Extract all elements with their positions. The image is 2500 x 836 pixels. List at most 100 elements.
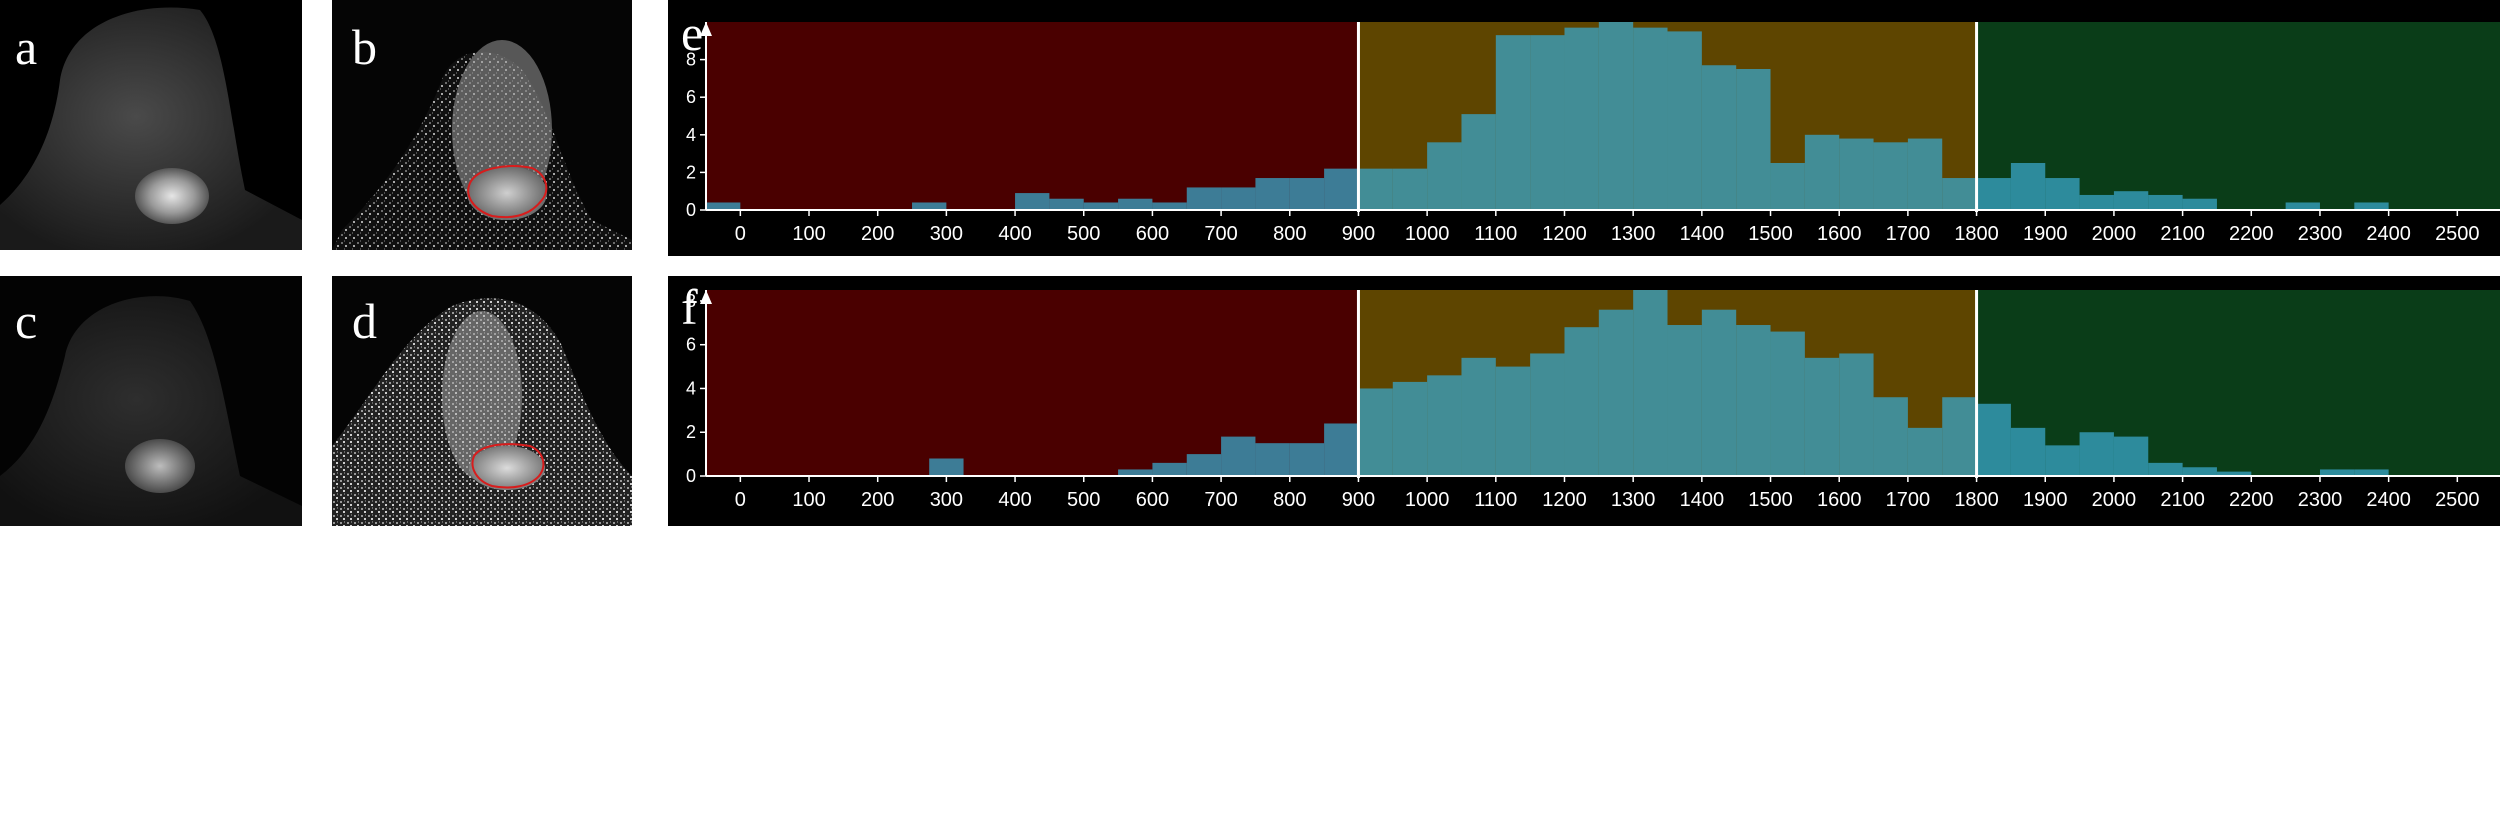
x-tick-label: 200 bbox=[861, 489, 894, 511]
histogram-bar bbox=[1770, 163, 1805, 210]
histogram-bar bbox=[1530, 353, 1565, 476]
histogram-bar bbox=[2148, 462, 2183, 476]
panel-label-e: e bbox=[681, 5, 704, 61]
histogram-bar bbox=[1804, 134, 1840, 210]
x-tick-label: 700 bbox=[1204, 223, 1237, 245]
region-low bbox=[706, 22, 1359, 210]
panel-label-a: a bbox=[15, 19, 38, 75]
histogram-bar bbox=[2148, 194, 2183, 210]
histogram-svg: 0 100 200 300 400 500 600 700 800 900 1000 1100 1200… bbox=[686, 290, 2500, 511]
histogram-bar bbox=[2010, 427, 2046, 476]
histogram-bar bbox=[1942, 397, 1977, 476]
histogram-bar bbox=[1839, 138, 1874, 210]
y-axis-arrow bbox=[700, 22, 712, 36]
x-tick-label: 1100 bbox=[1474, 489, 1517, 511]
y-tick-label: 6 bbox=[686, 87, 696, 107]
x-tick-label: 600 bbox=[1136, 489, 1169, 511]
mri-image-c bbox=[0, 276, 302, 526]
x-tick-label: 300 bbox=[930, 489, 963, 511]
x-tick-label: 700 bbox=[1204, 489, 1237, 511]
histogram-bar bbox=[2045, 445, 2080, 476]
mri-image-b bbox=[332, 0, 632, 250]
histogram-f: 0 100 200 300 400 500 600 700 800 900 1000 1100 1200… bbox=[668, 276, 2500, 526]
histogram-bar bbox=[1633, 290, 1668, 476]
histogram-bar bbox=[929, 458, 964, 476]
histogram-bar bbox=[2010, 163, 2046, 210]
panel-label-b: b bbox=[352, 19, 377, 75]
adc-map-image bbox=[332, 0, 632, 250]
roi-outline bbox=[467, 165, 548, 219]
x-tick-label: 1300 bbox=[1611, 489, 1656, 511]
x-tick-label: 2100 bbox=[2160, 223, 2205, 245]
histogram-bar bbox=[1839, 353, 1874, 476]
histogram-bar bbox=[1701, 309, 1737, 476]
histogram-bar bbox=[1083, 202, 1119, 210]
x-tick-label: 900 bbox=[1342, 489, 1375, 511]
x-tick-label: 0 bbox=[735, 223, 746, 245]
histogram-bar bbox=[1427, 142, 1462, 210]
histogram-bar bbox=[1255, 178, 1290, 210]
histogram-bar bbox=[1221, 187, 1256, 210]
x-tick-label: 1600 bbox=[1817, 489, 1862, 511]
y-tick-label: 2 bbox=[686, 162, 696, 182]
x-tick-label: 1900 bbox=[2023, 223, 2067, 245]
breast-dwi-image-2 bbox=[0, 276, 302, 526]
mri-image-d bbox=[332, 276, 632, 526]
histogram-bar bbox=[1907, 138, 1943, 210]
histogram-bar bbox=[1015, 193, 1050, 210]
y-tick-label: 4 bbox=[686, 378, 696, 398]
histogram-bar bbox=[1736, 325, 1771, 476]
histogram-bar bbox=[1976, 178, 2011, 210]
histogram-bar bbox=[1976, 403, 2011, 476]
histogram-bar bbox=[2354, 469, 2389, 476]
x-tick-label: 2500 bbox=[2435, 489, 2480, 511]
histogram-bar bbox=[1564, 327, 1599, 476]
x-tick-label: 1100 bbox=[1474, 223, 1517, 245]
histogram-bar bbox=[2216, 471, 2252, 476]
x-tick-label: 1700 bbox=[1886, 489, 1931, 511]
histogram-bar bbox=[2113, 191, 2149, 210]
histogram-bar bbox=[1804, 357, 1840, 476]
histogram-bar bbox=[2182, 467, 2217, 476]
histogram-bar bbox=[1873, 397, 1908, 476]
y-tick-label: 6 bbox=[686, 335, 696, 355]
histogram-bar bbox=[1667, 31, 1702, 211]
x-tick-label: 2200 bbox=[2229, 223, 2274, 245]
x-tick-label: 900 bbox=[1342, 223, 1375, 245]
x-tick-label: 1400 bbox=[1680, 223, 1725, 245]
histogram-bar bbox=[1392, 381, 1428, 476]
histogram-bar bbox=[1530, 35, 1565, 210]
histogram-bar bbox=[2182, 198, 2217, 210]
x-tick-label: 1000 bbox=[1405, 223, 1450, 245]
x-tick-label: 2300 bbox=[2298, 489, 2343, 511]
histogram-bar bbox=[1289, 178, 1325, 210]
panel-label-f: f bbox=[681, 279, 698, 335]
x-tick-label: 2000 bbox=[2092, 223, 2137, 245]
x-tick-label: 100 bbox=[792, 223, 825, 245]
histogram-bar bbox=[2285, 202, 2320, 210]
histogram-bar bbox=[1564, 27, 1599, 210]
x-tick-label: 2300 bbox=[2298, 223, 2343, 245]
histogram-bar bbox=[1598, 309, 1634, 476]
x-tick-label: 1400 bbox=[1680, 489, 1725, 511]
y-tick-label: 0 bbox=[686, 466, 696, 486]
histogram-bar bbox=[2079, 194, 2114, 210]
x-tick-label: 2000 bbox=[2092, 489, 2137, 511]
histogram-bar bbox=[1118, 198, 1153, 210]
x-tick-label: 300 bbox=[930, 223, 963, 245]
histogram-bar bbox=[2354, 202, 2389, 210]
histogram-bar bbox=[1736, 69, 1771, 210]
histogram-bar bbox=[1598, 22, 1634, 210]
x-tick-label: 1700 bbox=[1886, 223, 1931, 245]
histogram-bar bbox=[1118, 469, 1153, 476]
histogram-bar bbox=[1186, 187, 1222, 210]
x-tick-label: 2500 bbox=[2435, 223, 2480, 245]
mri-image-a bbox=[0, 0, 302, 250]
y-tick-label: 0 bbox=[686, 200, 696, 220]
histogram-bar bbox=[1152, 462, 1187, 476]
histogram-bar bbox=[1427, 375, 1462, 476]
x-tick-label: 1500 bbox=[1748, 223, 1793, 245]
panel-label-d: d bbox=[352, 293, 377, 349]
histogram-bar bbox=[2113, 436, 2149, 476]
region-high bbox=[1976, 290, 2500, 476]
